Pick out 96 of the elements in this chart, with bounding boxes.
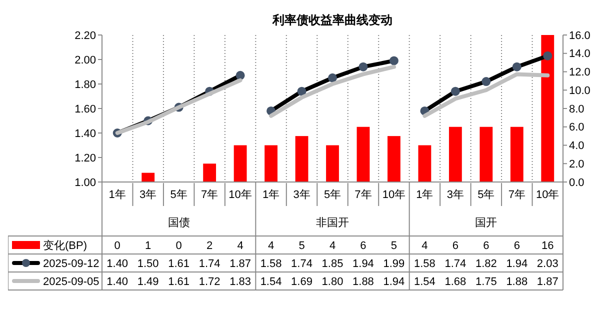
y2-tick-label: 14.0: [569, 48, 590, 60]
data-label: 16: [542, 240, 554, 252]
legend-label: 变化(BP): [43, 239, 87, 252]
bar: [388, 136, 400, 182]
data-label: 1.94: [383, 276, 405, 288]
x-tick-label: 10年: [382, 189, 406, 201]
bar: [142, 172, 155, 182]
bar: [480, 126, 493, 182]
data-label: 1.74: [291, 258, 312, 270]
data-label: 4: [329, 240, 336, 252]
data-label: 0: [176, 240, 182, 252]
data-label: 1: [145, 240, 152, 252]
data-label: 1.40: [106, 276, 128, 288]
bar: [295, 136, 308, 182]
data-label: 1.74: [444, 258, 466, 270]
data-label: 1.61: [168, 258, 190, 270]
bar: [203, 164, 216, 182]
bar: [326, 145, 339, 182]
data-label: 1.74: [198, 258, 220, 270]
data-label: 1.83: [230, 276, 252, 288]
x-tick-label: 1年: [262, 189, 280, 201]
data-label: 6: [360, 240, 366, 252]
data-label: 2.03: [536, 258, 558, 270]
y2-tick-label: 4.0: [569, 140, 584, 152]
bar: [356, 126, 370, 182]
y2-tick-label: 8.0: [569, 103, 584, 116]
legend-label: 2025-09-12: [43, 258, 100, 270]
data-label: 1.72: [198, 276, 220, 288]
data-label: 6: [452, 240, 458, 252]
y-tick-label: 2.20: [74, 30, 96, 42]
text: 国债: [168, 217, 190, 229]
x-tick-label: 5年: [324, 189, 342, 201]
y2-tick-label: 12.0: [569, 66, 590, 79]
data-label: 0: [114, 240, 120, 252]
y-tick-label: 1.00: [74, 176, 96, 189]
data-label: 1.54: [414, 276, 436, 288]
data-label: 1.80: [322, 276, 344, 288]
data-label: 1.40: [106, 258, 128, 270]
y2-tick-label: 0.0: [569, 176, 584, 189]
data-label: 4: [237, 240, 244, 252]
data-label: 1.49: [137, 276, 159, 288]
y-tick-label: 2.00: [74, 54, 96, 66]
text: 非国开: [316, 216, 349, 229]
data-label: 4: [422, 240, 428, 252]
y2-tick-label: 2.0: [569, 158, 584, 170]
x-tick-label: 5年: [478, 189, 495, 201]
y-tick-label: 1.40: [74, 128, 96, 140]
data-label: 1.87: [230, 258, 252, 270]
x-tick-label: 7年: [201, 189, 218, 201]
data-label: 1.58: [260, 258, 282, 270]
data-label: 2: [206, 240, 213, 252]
data-label: 6: [514, 240, 520, 252]
text: 国开: [475, 217, 498, 229]
x-tick-label: 10年: [536, 189, 560, 201]
data-label: 1.75: [475, 276, 497, 288]
bar: [510, 126, 524, 182]
x-tick-label: 3年: [293, 189, 310, 201]
bar: [541, 35, 554, 182]
bar: [448, 126, 462, 182]
bar: [418, 145, 432, 182]
y-tick-label: 1.20: [74, 152, 96, 164]
legend-label: 2025-09-05: [43, 276, 100, 288]
x-tick-label: 3年: [140, 189, 157, 201]
x-tick-label: 5年: [170, 189, 188, 201]
data-label: 1.85: [322, 258, 344, 270]
x-tick-label: 7年: [354, 189, 372, 201]
y-tick-label: 1.60: [74, 103, 96, 116]
y2-tick-label: 10.0: [569, 84, 590, 97]
data-label: 5: [298, 240, 305, 252]
data-label: 1.88: [352, 276, 374, 288]
data-label: 1.58: [414, 258, 436, 270]
data-label: 1.82: [475, 258, 497, 270]
data-label: 1.54: [260, 276, 282, 288]
x-tick-label: 1年: [416, 189, 434, 201]
data-label: 5: [390, 240, 398, 252]
x-tick-label: 10年: [228, 189, 252, 201]
x-tick-label: 1年: [108, 189, 126, 201]
data-label: 1.99: [383, 258, 405, 270]
y2-tick-label: 6.0: [569, 122, 584, 134]
bar: [264, 145, 278, 182]
data-label: 6: [483, 240, 490, 252]
data-label: 1.68: [444, 276, 466, 288]
y-tick-label: 1.80: [74, 78, 96, 91]
data-label: 1.94: [506, 258, 528, 270]
data-label: 1.88: [506, 276, 528, 288]
data-label: 1.61: [168, 276, 190, 288]
data-label: 4: [268, 240, 274, 252]
data-label: 1.94: [352, 258, 374, 270]
chart-title: 利率债收益率曲线变动: [272, 13, 392, 27]
bar: [234, 145, 247, 182]
data-label: 1.87: [536, 276, 558, 288]
data-label: 1.50: [137, 258, 159, 270]
x-tick-label: 7年: [508, 189, 526, 201]
data-label: 1.69: [291, 276, 312, 288]
y2-tick-label: 16.0: [569, 30, 590, 42]
x-tick-label: 3年: [446, 189, 464, 201]
